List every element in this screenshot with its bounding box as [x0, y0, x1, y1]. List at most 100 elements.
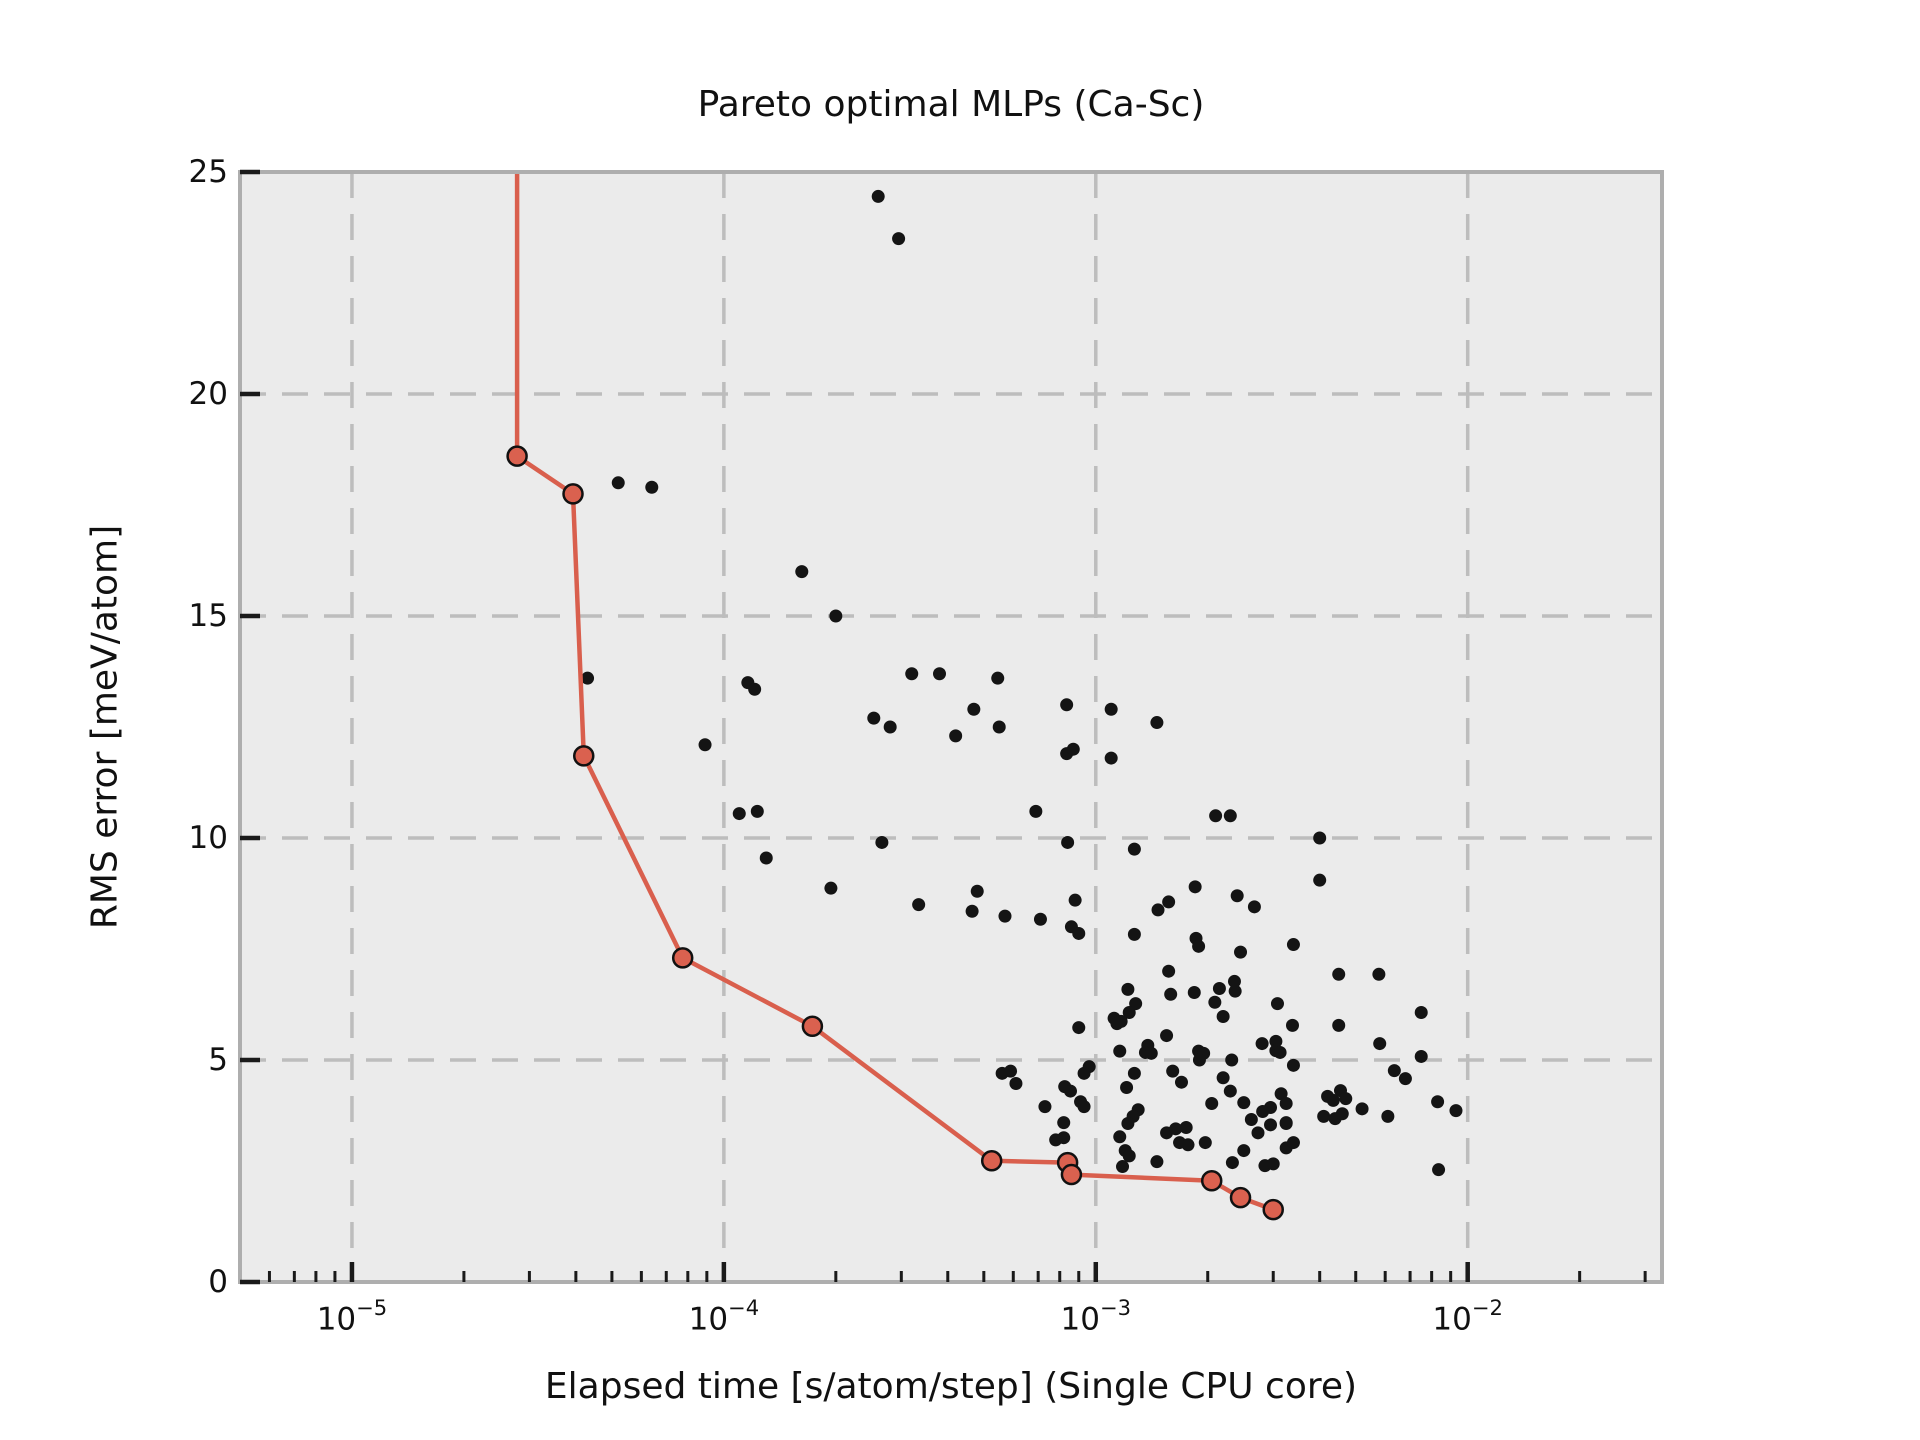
- scatter-point: [1373, 1037, 1387, 1051]
- pareto-marker: [506, 445, 528, 467]
- scatter-point: [1060, 698, 1074, 712]
- plot-background: [240, 172, 1662, 1282]
- scatter-point: [1208, 995, 1222, 1009]
- scatter-point: [1335, 1107, 1349, 1121]
- scatter-point: [1057, 1131, 1071, 1145]
- scatter-point: [1121, 982, 1135, 996]
- scatter-point: [1414, 1005, 1428, 1019]
- scatter-point: [1110, 1017, 1124, 1031]
- scatter-point: [1166, 1064, 1180, 1078]
- scatter-point: [1216, 1071, 1230, 1085]
- scatter-point: [1150, 716, 1164, 730]
- scatter-point: [1072, 926, 1086, 940]
- scatter-point: [991, 671, 1005, 685]
- scatter-point: [1122, 1005, 1136, 1019]
- scatter-point: [883, 720, 897, 734]
- scatter-point: [1237, 1144, 1251, 1158]
- scatter-point: [1127, 927, 1141, 941]
- scatter-point: [1120, 1081, 1134, 1095]
- pareto-marker: [1229, 1186, 1252, 1209]
- scatter-point: [1223, 1084, 1237, 1098]
- pareto-marker: [980, 1150, 1003, 1172]
- scatter-point: [1449, 1104, 1463, 1118]
- scatter-point: [1198, 1136, 1212, 1150]
- scatter-point: [1225, 1053, 1239, 1067]
- scatter-point: [1227, 974, 1241, 988]
- scatter-point: [1279, 1097, 1293, 1111]
- scatter-point: [1332, 1018, 1346, 1032]
- scatter-point: [1192, 1053, 1206, 1067]
- scatter-point: [1223, 809, 1237, 823]
- scatter-point: [581, 671, 595, 685]
- scatter-point: [992, 720, 1006, 734]
- scatter-point: [1313, 831, 1327, 845]
- scatter-point: [1113, 1130, 1127, 1144]
- scatter-point: [1355, 1102, 1369, 1116]
- scatter-point: [1072, 1021, 1086, 1035]
- scatter-point: [1151, 903, 1165, 917]
- scatter-point: [1192, 939, 1206, 953]
- scatter-point: [1066, 742, 1080, 756]
- scatter-point: [1247, 900, 1261, 914]
- y-tick-label: 5: [208, 1042, 228, 1078]
- scatter-point: [1286, 938, 1300, 952]
- scatter-point: [1414, 1049, 1428, 1063]
- scatter-point: [1269, 1034, 1283, 1048]
- scatter-point: [905, 667, 919, 681]
- scatter-point: [1398, 1072, 1412, 1086]
- scatter-point: [1270, 997, 1284, 1011]
- scatter-point: [1113, 1044, 1127, 1058]
- scatter-point: [1162, 895, 1176, 909]
- scatter-point: [1188, 880, 1202, 894]
- pareto-marker: [671, 947, 694, 969]
- scatter-point: [1116, 1160, 1130, 1174]
- y-tick-label: 15: [188, 598, 228, 634]
- scatter-point: [1339, 1092, 1353, 1106]
- scatter-point: [698, 738, 712, 752]
- scatter-point: [1004, 1064, 1018, 1078]
- scatter-point: [1205, 1097, 1219, 1111]
- y-tick-label: 0: [208, 1264, 228, 1300]
- scatter-point: [1121, 1116, 1135, 1130]
- y-tick-label: 10: [188, 820, 228, 856]
- scatter-point: [1063, 1084, 1077, 1098]
- scatter-point: [1160, 1029, 1174, 1043]
- scatter-point: [1179, 1120, 1193, 1134]
- scatter-point: [1057, 1116, 1071, 1130]
- scatter-point: [998, 909, 1012, 923]
- scatter-point: [1077, 1066, 1091, 1080]
- scatter-point: [1317, 1109, 1331, 1123]
- chart-title: Pareto optimal MLPs (Ca-Sc): [697, 84, 1205, 125]
- scatter-point: [824, 881, 838, 895]
- pareto-marker: [801, 1015, 824, 1038]
- scatter-point: [1187, 986, 1201, 1000]
- scatter-point: [1150, 1155, 1164, 1169]
- plot-spines: [238, 170, 1664, 1284]
- scatter-point: [1144, 1046, 1158, 1060]
- scatter-point: [732, 807, 746, 821]
- scatter-point: [1164, 987, 1178, 1001]
- scatter-point: [867, 711, 881, 725]
- scatter-point: [1286, 1058, 1300, 1072]
- scatter-point: [1372, 967, 1386, 981]
- scatter-point: [892, 232, 906, 246]
- pareto-marker: [573, 745, 595, 767]
- scatter-point: [1029, 804, 1043, 818]
- pareto-marker: [562, 483, 584, 505]
- scatter-point: [748, 682, 762, 696]
- scatter-point: [645, 480, 659, 494]
- scatter-point: [1255, 1037, 1269, 1051]
- scatter-point: [611, 476, 625, 490]
- scatter-point: [1244, 1112, 1258, 1126]
- x-tick-label: 10−2: [1432, 1294, 1503, 1338]
- scatter-point: [1033, 912, 1047, 926]
- pareto-marker: [1262, 1198, 1284, 1221]
- scatter-point: [1127, 1066, 1141, 1080]
- scatter-point: [1264, 1118, 1278, 1132]
- scatter-point: [871, 189, 885, 203]
- scatter-point: [1077, 1100, 1091, 1114]
- x-tick-label: 10−5: [316, 1294, 388, 1338]
- scatter-point: [1009, 1077, 1023, 1091]
- scatter-point: [1431, 1095, 1445, 1109]
- scatter-point: [1313, 873, 1327, 887]
